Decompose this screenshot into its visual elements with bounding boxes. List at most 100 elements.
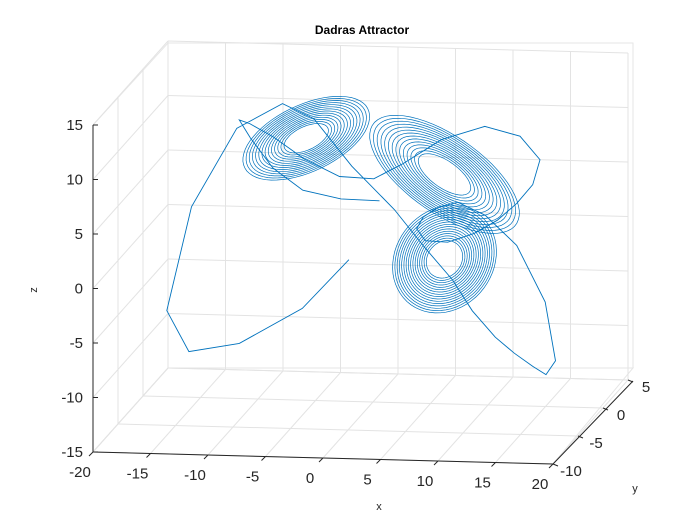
y-tick-label: -5 — [589, 435, 602, 452]
trajectory-loop — [252, 102, 361, 175]
trajectory-loop — [384, 126, 505, 222]
y-tick-label: -10 — [560, 463, 582, 480]
x-gridline — [322, 373, 399, 459]
z-gridline — [92, 258, 169, 344]
x-gridline — [150, 369, 226, 454]
trajectory-loop — [277, 119, 336, 158]
x-tick-label: -20 — [69, 464, 91, 481]
y-tick-label: 0 — [617, 407, 625, 424]
x-tick-mark — [146, 453, 151, 458]
x-tick-label: 0 — [306, 470, 314, 487]
trajectory-loop — [401, 214, 488, 304]
trajectory-loop — [283, 123, 329, 154]
x-gridline — [207, 370, 284, 456]
trajectory-loop — [399, 138, 490, 211]
x-tick-label: 20 — [532, 476, 549, 493]
floor — [91, 367, 635, 465]
trajectory-loop — [408, 221, 481, 297]
trajectory-loop — [414, 228, 475, 291]
trajectory-loop — [399, 212, 490, 307]
trajectory-loop — [380, 123, 509, 225]
x-tick-mark — [203, 454, 209, 460]
z-gridline — [92, 367, 169, 453]
z-gridline — [167, 204, 629, 217]
x-tick-label: 15 — [474, 475, 491, 492]
trajectory-loop — [423, 237, 466, 281]
x-tick-mark — [491, 462, 496, 467]
z-gridline — [92, 313, 169, 398]
trajectory-loop — [425, 240, 464, 279]
y-axis-line — [552, 380, 634, 465]
y-gridline — [117, 423, 579, 437]
z-gridline — [92, 95, 169, 180]
trajectory-loop — [274, 116, 339, 160]
trajectory-loop — [417, 153, 472, 196]
trajectory-loop — [406, 144, 483, 205]
z-tick-labels: -15 -10 -5 0 5 10 15 — [61, 117, 98, 461]
x-tick-mark — [548, 463, 554, 469]
z-tick-label: 10 — [66, 172, 83, 189]
z-gridline — [167, 95, 629, 108]
axes-panes — [91, 41, 635, 465]
x-tick-mark — [88, 451, 94, 457]
y-tick-labels: -10 -5 05 — [552, 379, 650, 480]
trajectory-loop — [267, 112, 345, 164]
trajectory-loop — [403, 141, 486, 208]
y-gridline — [142, 395, 604, 409]
trajectory-loop — [396, 209, 493, 309]
trajectory-loop — [410, 223, 479, 295]
trajectory-loop — [261, 108, 351, 168]
x-tick-mark — [318, 457, 324, 463]
x-tick-label: -15 — [127, 466, 149, 483]
x-axis-label: x — [376, 501, 382, 513]
chart-title: Dadras Attractor — [315, 23, 410, 37]
y-tick-mark — [552, 463, 559, 467]
z-tick-label: -5 — [70, 335, 83, 352]
attractor-trajectory — [166, 95, 556, 376]
trajectory-series-0 — [166, 103, 556, 376]
y-tick-mark — [627, 379, 634, 383]
x-tick-label: -10 — [184, 467, 206, 484]
trajectory-loop — [391, 132, 498, 217]
z-gridline — [167, 40, 629, 54]
z-tick-label: 15 — [66, 117, 83, 134]
trajectory-loop — [419, 233, 470, 286]
trajectory-loop — [405, 219, 484, 300]
trajectory-loop — [271, 114, 342, 162]
trajectory-loop — [392, 205, 497, 314]
z-gridline — [92, 204, 169, 289]
trajectory-loop — [414, 150, 475, 199]
x-gridline — [380, 375, 456, 460]
trajectory-loop — [421, 235, 468, 284]
trajectory-loop — [403, 216, 486, 302]
trajectory-loop — [245, 98, 367, 179]
y-axis-label: y — [632, 483, 638, 495]
z-tick-label: 0 — [75, 281, 83, 298]
trajectory-loop — [255, 104, 358, 173]
trajectory-loop — [242, 95, 370, 181]
x-gridline — [552, 379, 629, 465]
z-tick-label: -10 — [61, 390, 83, 407]
y-tick-mark — [602, 407, 609, 411]
y-tick-label: 5 — [642, 379, 650, 396]
trajectory-loop — [410, 147, 479, 202]
x-gridline — [265, 372, 341, 457]
z-axis-label: z — [28, 287, 40, 293]
z-tick-label: 5 — [75, 226, 83, 243]
x-tick-label: 5 — [363, 472, 371, 489]
z-gridline — [92, 40, 169, 126]
x-tick-labels: -20 -15 -10 -5 0 5 10 15 20 — [69, 451, 554, 493]
y-tick-mark — [577, 435, 584, 439]
z-gridline — [167, 258, 629, 272]
trajectory-loop — [394, 207, 495, 311]
trajectory-loop — [264, 110, 348, 166]
trajectory-loop — [412, 226, 477, 293]
trajectory-loop — [258, 106, 355, 170]
z-gridline — [167, 367, 629, 381]
x-tick-mark — [261, 456, 266, 461]
z-tick-label: -15 — [61, 444, 83, 461]
x-tick-label: -5 — [246, 469, 259, 486]
x-gridline — [437, 376, 514, 462]
trajectory-loop — [395, 135, 494, 214]
